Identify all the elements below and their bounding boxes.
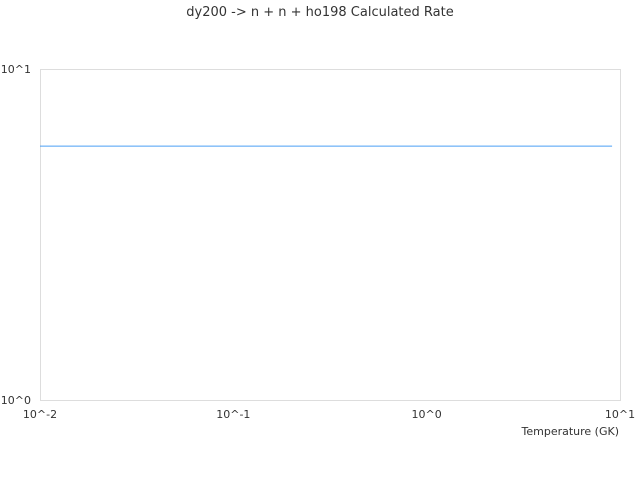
x-tick-label: 10^-1 [216, 408, 250, 421]
y-tick-label: 10^0 [1, 394, 31, 407]
plot-area [40, 69, 621, 401]
x-tick-label: 10^1 [605, 408, 635, 421]
x-tick-label: 10^-2 [23, 408, 57, 421]
x-tick-label: 10^0 [412, 408, 442, 421]
y-tick-label: 10^1 [1, 63, 31, 76]
x-axis-label: Temperature (GK) [521, 425, 620, 438]
chart-title: dy200 -> n + n + ho198 Calculated Rate [186, 5, 453, 20]
